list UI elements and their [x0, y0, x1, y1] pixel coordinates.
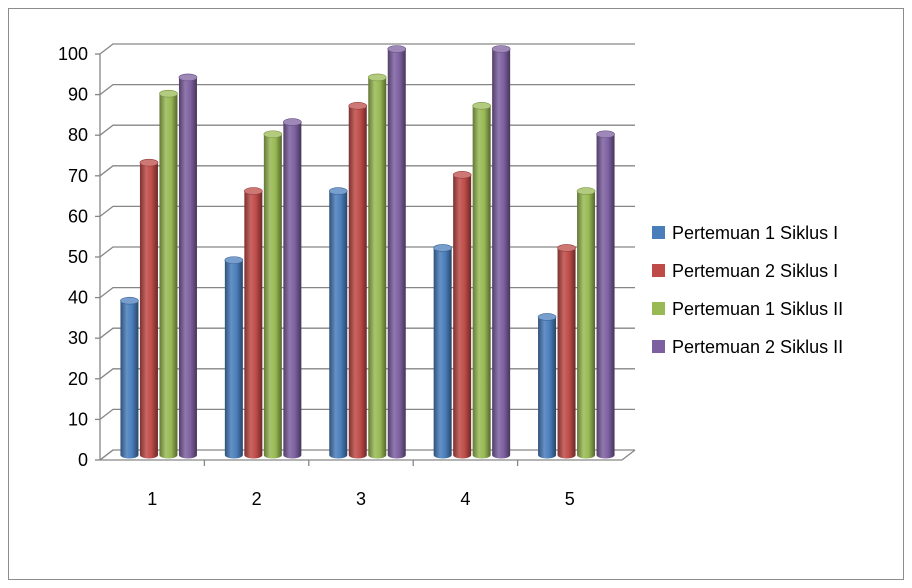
x-tick-label: 1 — [147, 489, 157, 509]
y-tick-label: 0 — [78, 450, 88, 470]
y-tick-label: 80 — [68, 125, 88, 145]
bar — [472, 102, 491, 459]
y-tick-label: 60 — [68, 206, 88, 226]
bar — [283, 118, 302, 459]
bar — [557, 244, 576, 459]
bar — [139, 158, 159, 459]
y-tick-label: 50 — [68, 247, 88, 267]
gridline — [99, 83, 635, 96]
bar — [452, 171, 472, 459]
y-tick-label: 100 — [58, 44, 88, 64]
bars — [120, 45, 615, 459]
legend-label: Pertemuan 1 Siklus II — [672, 299, 843, 319]
legend-label: Pertemuan 2 Siklus I — [672, 261, 838, 281]
y-tick-label: 70 — [68, 166, 88, 186]
legend-swatch — [652, 264, 665, 277]
legend: Pertemuan 1 Siklus I Pertemuan 2 Siklus I… — [652, 223, 843, 357]
gridline — [99, 165, 635, 177]
bar — [491, 45, 511, 459]
legend-label: Pertemuan 1 Siklus I — [672, 223, 838, 243]
bar — [263, 130, 283, 459]
x-tick-label: 2 — [252, 489, 262, 509]
y-tick-label: 90 — [68, 85, 88, 105]
legend-item: Pertemuan 2 Siklus I — [652, 261, 838, 281]
legend-item: Pertemuan 2 Siklus II — [652, 337, 843, 357]
bar — [537, 313, 557, 459]
y-tick-label: 40 — [68, 288, 88, 308]
bar — [244, 187, 263, 459]
bar — [159, 89, 178, 459]
y-axis-ticks: 0 10 20 30 40 50 60 70 80 90 100 — [58, 44, 100, 470]
bar — [178, 73, 198, 459]
bar — [576, 187, 596, 459]
bar — [328, 187, 348, 459]
bar — [224, 256, 244, 459]
x-tick-label: 5 — [565, 489, 575, 509]
gridline — [99, 43, 635, 55]
x-tick-label: 4 — [460, 489, 470, 509]
y-tick-label: 10 — [68, 409, 88, 429]
legend-swatch — [652, 302, 665, 315]
x-tick-label: 3 — [356, 489, 366, 509]
legend-label: Pertemuan 2 Siklus II — [672, 337, 843, 357]
bar — [367, 73, 387, 459]
bar — [596, 130, 615, 459]
legend-swatch — [652, 226, 665, 239]
bar — [120, 296, 139, 459]
bar — [387, 45, 407, 459]
y-tick-label: 30 — [68, 328, 88, 348]
bar — [433, 244, 452, 459]
gridline — [99, 124, 635, 136]
bar — [348, 102, 368, 459]
legend-item: Pertemuan 1 Siklus I — [652, 223, 838, 243]
y-tick-label: 20 — [68, 369, 88, 389]
x-axis-ticks: 1 2 3 4 5 — [147, 460, 575, 509]
legend-item: Pertemuan 1 Siklus II — [652, 299, 843, 319]
legend-swatch — [652, 340, 665, 353]
